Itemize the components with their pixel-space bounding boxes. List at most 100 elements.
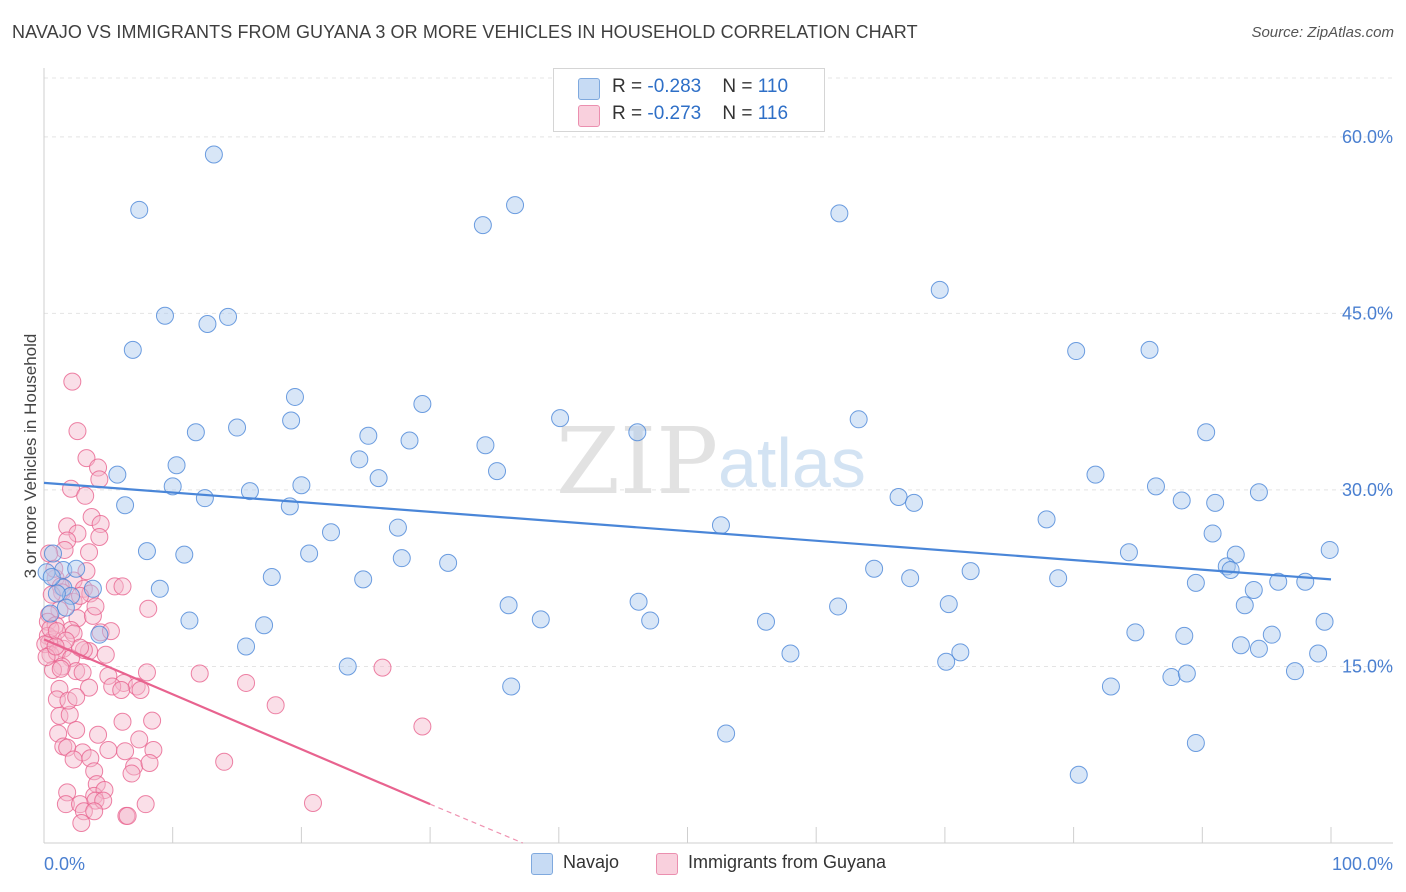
navajo-point bbox=[901, 569, 920, 588]
chart-title: NAVAJO VS IMMIGRANTS FROM GUYANA 3 OR MO… bbox=[12, 22, 918, 42]
legend-stats-navajo: R = -0.283 N = 110 bbox=[612, 76, 788, 98]
navajo-point bbox=[1262, 625, 1281, 644]
navajo-point bbox=[354, 570, 373, 589]
guyana-point bbox=[105, 577, 124, 596]
n-value: 116 bbox=[757, 103, 789, 124]
navajo-point bbox=[1067, 342, 1086, 361]
navajo-point bbox=[350, 450, 369, 469]
navajo-point bbox=[849, 410, 868, 429]
navajo-point bbox=[717, 724, 736, 743]
navajo-point bbox=[865, 559, 884, 578]
guyana-point bbox=[62, 620, 81, 639]
guyana-trend-extension bbox=[429, 803, 523, 844]
navajo-point bbox=[175, 545, 194, 564]
navajo-point bbox=[400, 431, 419, 450]
navajo-point bbox=[439, 553, 458, 572]
guyana-point bbox=[140, 753, 159, 772]
navajo-point bbox=[130, 200, 149, 219]
navajo-point bbox=[195, 489, 214, 508]
watermark-zip: ZIP bbox=[556, 408, 718, 515]
y-axis-label: 3 or more Vehicles in Household bbox=[21, 334, 40, 579]
guyana-point bbox=[137, 663, 156, 682]
navajo-point bbox=[219, 307, 238, 326]
guyana-point bbox=[80, 678, 99, 697]
navajo-point bbox=[1249, 639, 1268, 658]
n-label: N = bbox=[722, 103, 758, 124]
navajo-point bbox=[108, 465, 127, 484]
navajo-point bbox=[1197, 423, 1216, 442]
navajo-point bbox=[1177, 664, 1196, 683]
guyana-point bbox=[80, 543, 99, 562]
y-tick-label: 30.0% bbox=[1342, 480, 1393, 500]
guyana-point bbox=[130, 730, 149, 749]
guyana-point bbox=[94, 791, 113, 810]
guyana-point bbox=[190, 664, 209, 683]
navajo-point bbox=[83, 579, 102, 598]
guyana-point bbox=[58, 738, 77, 757]
navajo-point bbox=[322, 523, 341, 542]
bottom-legend-swatch-navajo bbox=[531, 853, 553, 875]
guyana-point bbox=[64, 750, 83, 769]
navajo-point bbox=[155, 306, 174, 325]
navajo-point bbox=[1069, 765, 1088, 784]
guyana-point bbox=[89, 725, 108, 744]
trend-lines bbox=[43, 481, 1332, 844]
guyana-point bbox=[56, 795, 75, 814]
guyana-point bbox=[82, 507, 101, 526]
y-tick-label: 15.0% bbox=[1342, 656, 1393, 676]
navajo-point bbox=[499, 596, 518, 615]
navajo-point bbox=[889, 487, 908, 506]
navajo-point bbox=[1162, 668, 1181, 687]
navajo-point bbox=[473, 216, 492, 235]
navajo-point bbox=[1119, 543, 1138, 562]
x-axis-ticks bbox=[43, 827, 1332, 843]
navajo-point bbox=[292, 476, 311, 495]
navajo-point bbox=[47, 584, 66, 603]
navajo-point bbox=[338, 657, 357, 676]
navajo-point bbox=[930, 280, 949, 299]
navajo-point bbox=[1320, 540, 1339, 559]
navajo-point bbox=[1296, 572, 1315, 591]
legend-stats-guyana: R = -0.273 N = 116 bbox=[612, 103, 788, 125]
navajo-point bbox=[1221, 560, 1240, 579]
navajo-point bbox=[1309, 644, 1328, 663]
navajo-point bbox=[757, 612, 776, 631]
navajo-point bbox=[829, 597, 848, 616]
guyana-point bbox=[413, 717, 432, 736]
source-label: Source: ZipAtlas.com bbox=[1251, 24, 1394, 41]
navajo-point bbox=[1146, 477, 1165, 496]
watermark-atlas: atlas bbox=[718, 424, 866, 502]
guyana-point bbox=[90, 528, 109, 546]
navajo-point bbox=[228, 418, 247, 437]
guyana-point bbox=[73, 663, 92, 682]
guyana-point bbox=[113, 577, 132, 596]
guyana-point bbox=[90, 470, 109, 489]
guyana-point bbox=[143, 711, 162, 730]
x-tick-labels: 0.0% 100.0% bbox=[44, 854, 1393, 874]
guyana-point bbox=[37, 648, 56, 667]
guyana-point bbox=[68, 524, 87, 543]
navajo-point bbox=[951, 643, 970, 662]
navajo-point bbox=[628, 423, 647, 442]
navajo-point bbox=[1269, 572, 1288, 591]
navajo-point bbox=[42, 568, 61, 587]
x-tick-label: 100.0% bbox=[1332, 854, 1393, 874]
guyana-point bbox=[237, 673, 256, 692]
navajo-point bbox=[44, 544, 63, 563]
guyana-point bbox=[85, 802, 104, 821]
navajo-point bbox=[369, 469, 388, 488]
navajo-point bbox=[1086, 465, 1105, 484]
navajo-point bbox=[502, 677, 521, 696]
correlation-legend: R = -0.283 N = 110 R = -0.273 N = 116 bbox=[553, 68, 825, 132]
navajo-point bbox=[476, 436, 495, 455]
y-tick-label: 60.0% bbox=[1342, 127, 1393, 147]
r-label: R = bbox=[612, 103, 648, 124]
navajo-point bbox=[56, 598, 75, 617]
guyana-point bbox=[96, 645, 115, 664]
navajo-point bbox=[629, 592, 648, 611]
guyana-point bbox=[101, 622, 120, 641]
navajo-point bbox=[163, 477, 182, 496]
bottom-legend-swatch-guyana bbox=[656, 853, 678, 875]
navajo-trend-line bbox=[43, 481, 1332, 581]
guyana-point bbox=[58, 517, 77, 536]
